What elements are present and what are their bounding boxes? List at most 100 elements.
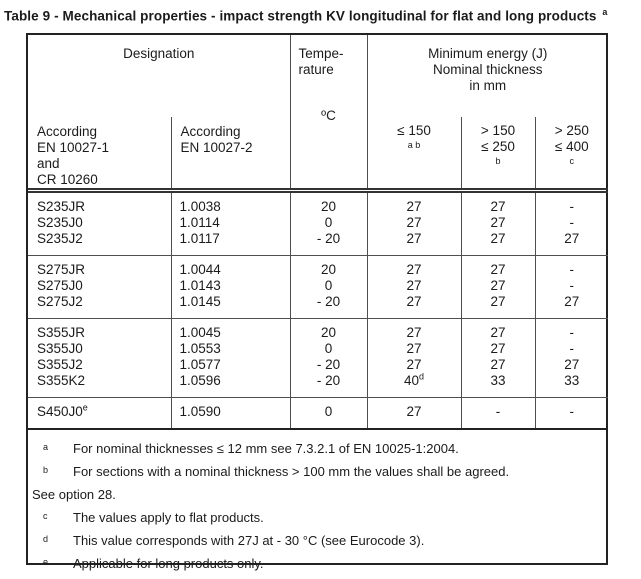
energy-le-150-cell: 27: [366, 341, 462, 357]
energy-le-150-cell: 40d: [366, 371, 462, 398]
designation-header-label: Designation: [123, 46, 195, 61]
footnote-row: a For nominal thicknesses ≤ 12 mm see 7.3…: [28, 439, 598, 462]
footnote-marker: d: [43, 534, 49, 544]
grade-cell: S235J0: [37, 215, 83, 230]
energy-le-150-cell: 27: [366, 255, 462, 278]
energy-header: Minimum energy (J) Nominal thickness in …: [366, 35, 609, 117]
energy-le-150-cell: 27: [366, 294, 462, 319]
energy-150-250-cell: 27: [460, 255, 536, 278]
col-header-en10027-2: According EN 10027-2: [170, 117, 291, 193]
grade-cell: S235J2: [37, 231, 83, 246]
table-row: S275JR 1.0044 20 27 27-: [28, 255, 609, 278]
col-header-thickness-250-400: > 250 ≤ 400 c: [534, 117, 609, 193]
temperature-cell: - 20: [289, 357, 368, 373]
grade-group: S275JR 1.0044 20 27 27- S275J0 1.0143 0 27 27- S27…: [28, 255, 609, 319]
footnote-row: e Applicable for long products only.: [28, 554, 598, 577]
steel-number-cell: 1.0553: [170, 341, 291, 357]
temperature-cell: 0: [289, 341, 368, 357]
grade-cell: S450J0e: [28, 397, 171, 428]
table-row: S235J0 1.0114 0 27 27-: [28, 215, 609, 231]
footnote-marker: c: [43, 511, 48, 521]
steel-number-cell: 1.0143: [170, 278, 291, 294]
footnote-text: Applicable for long products only.: [73, 556, 264, 571]
energy-150-250-cell: 27: [460, 231, 536, 256]
energy-150-250-cell: 27: [460, 278, 536, 294]
table-row: S275J0 1.0143 0 27 27-: [28, 278, 609, 294]
energy-le-150-cell: 27: [366, 231, 462, 256]
steel-number-cell: 1.0117: [170, 231, 291, 256]
footnotes: a For nominal thicknesses ≤ 12 mm see 7.3…: [28, 428, 606, 579]
cell-footnote-marker: d: [419, 371, 425, 382]
energy-150-250-cell: 33: [460, 373, 536, 398]
energy-header-label: Minimum energy (J) Nominal thickness in …: [428, 46, 548, 93]
footnote-row: b For sections with a nominal thickness >…: [28, 462, 598, 485]
energy-250-400-cell: -: [534, 255, 609, 278]
footnote-marker: b: [43, 465, 49, 475]
thickness-150-250-footnote-marker: b: [495, 156, 501, 166]
energy-150-250-cell: -: [460, 397, 536, 428]
grade-cell: S355JR: [28, 318, 171, 341]
col-header-thickness-150-250: > 150 ≤ 250 b: [460, 117, 536, 193]
page-title-footnote-marker: a: [602, 7, 608, 17]
steel-number-cell: 1.0045: [170, 318, 291, 341]
col-header-en10027-1-label: According EN 10027-1 and CR 10260: [37, 124, 110, 187]
energy-150-250-cell: 27: [460, 294, 536, 319]
thickness-le-150-label: ≤ 150: [397, 123, 431, 138]
cell-footnote-marker: e: [82, 402, 88, 413]
energy-250-400-cell: -: [534, 278, 609, 294]
energy-250-400-cell: -: [534, 318, 609, 341]
designation-header: Designation: [28, 35, 290, 117]
footnote-row: See option 28.: [28, 485, 598, 508]
energy-150-250-cell: 27: [460, 190, 536, 215]
temperature-unit-label: ºC: [321, 108, 336, 123]
footnote-text: This value corresponds with 27J at - 30 …: [73, 533, 425, 548]
grade-cell: S355J0: [37, 341, 83, 356]
temperature-cell: - 20: [289, 373, 368, 398]
footnote-text: For nominal thicknesses ≤ 12 mm see 7.3.…: [73, 441, 459, 456]
energy-le-150-cell: 27: [366, 357, 462, 373]
table-outer-box: Designation Tempe- rature ºC Minimum ene…: [26, 33, 609, 571]
col-header-en10027-1: According EN 10027-1 and CR 10260: [28, 117, 171, 193]
grade-cell: S275JR: [28, 255, 171, 278]
thickness-250-400-label: > 250 ≤ 400: [554, 123, 589, 154]
energy-150-250-cell: 27: [460, 215, 536, 231]
grade-group: S235JR 1.0038 20 27 27- S235J0 1.0114 0 27 27- S23…: [28, 190, 609, 256]
energy-150-250-cell: 27: [460, 341, 536, 357]
grade-cell: S355J2: [37, 357, 83, 372]
thickness-250-400-footnote-marker: c: [569, 156, 575, 166]
energy-le-150-cell: 27: [366, 190, 462, 215]
temperature-cell: - 20: [289, 231, 368, 256]
page-title: Table 9 - Mechanical properties - impact…: [4, 4, 637, 25]
energy-150-250-cell: 27: [460, 357, 536, 373]
grade-cell: S235JR: [37, 199, 86, 214]
temperature-header: Tempe- rature ºC: [289, 35, 368, 193]
temperature-cell: 0: [289, 397, 368, 428]
thickness-le-150-footnote-marker: a b: [407, 140, 421, 150]
temperature-cell: 0: [289, 215, 368, 231]
standards-table: Designation Tempe- rature ºC Minimum ene…: [28, 35, 609, 428]
footnote-row: d This value corresponds with 27J at - 30…: [28, 531, 598, 554]
steel-number-cell: 1.0590: [170, 397, 291, 428]
energy-250-400-cell: -: [534, 341, 609, 357]
temperature-cell: 20: [289, 190, 368, 215]
table-row: S355K2 1.0596- 20 40d 33 33: [28, 371, 609, 398]
energy-150-250-cell: 27: [460, 318, 536, 341]
energy-le-150-cell: 27: [366, 318, 462, 341]
footnote-row: c The values apply to flat products.: [28, 508, 598, 531]
energy-250-400-cell: -: [534, 397, 609, 428]
footnote-marker: e: [43, 557, 49, 567]
energy-le-150-cell: 27: [366, 397, 462, 428]
grade-group: S355JR 1.0045 20 27 27- S355J0 1.0553 0 27 27- S35…: [28, 318, 609, 398]
energy-250-400-cell: -: [534, 190, 609, 215]
table-row: S235J2 1.0117- 20 27 27 27: [28, 231, 609, 256]
grade-cell: S275J0: [37, 278, 83, 293]
table-row: S235JR 1.0038 20 27 27-: [28, 190, 609, 215]
steel-number-cell: 1.0038: [170, 190, 291, 215]
footnote-text: See option 28.: [32, 487, 116, 502]
footnote-text: The values apply to flat products.: [73, 510, 264, 525]
table-row: S450J0e 1.0590 0 27- -: [28, 397, 609, 428]
steel-number-cell: 1.0044: [170, 255, 291, 278]
energy-le-150-cell: 27: [366, 215, 462, 231]
steel-number-cell: 1.0596: [170, 373, 291, 398]
steel-number-cell: 1.0577: [170, 357, 291, 373]
